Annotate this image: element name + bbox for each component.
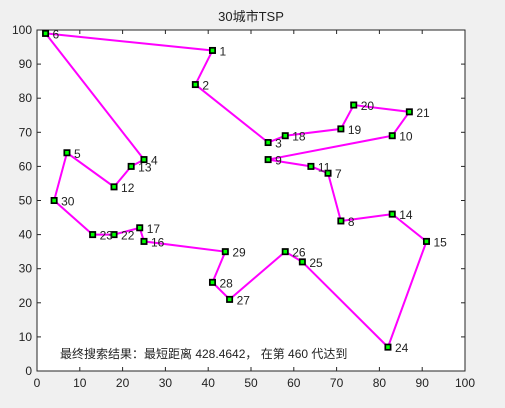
city-label: 20 [361,99,375,113]
x-tick-label: 80 [373,376,387,390]
y-tick-label: 50 [19,194,33,208]
city-label: 2 [202,79,209,93]
city-marker-core [339,219,343,223]
city-marker-core [52,198,56,203]
city-label: 8 [348,215,355,229]
city-marker-core [390,212,395,216]
x-tick-label: 30 [159,376,173,390]
city-label: 6 [53,27,60,41]
city-marker-core [137,225,142,230]
city-marker-core [65,150,69,155]
city-markers [42,29,430,351]
result-annotation: 最终搜索结果：最短距离 428.4642， 在第 460 代达到 [60,346,347,361]
city-marker-core [112,185,116,189]
city-marker-core [210,48,215,53]
city-label: 14 [399,208,413,222]
city-label: 29 [232,246,246,260]
city-marker-core [90,232,95,237]
y-tick-label: 30 [19,262,33,276]
city-label: 11 [318,160,331,174]
city-label: 26 [292,246,306,260]
x-tick-label: 40 [202,376,216,390]
city-label: 18 [292,130,306,144]
city-marker-core [43,31,48,36]
city-label: 17 [147,222,161,236]
city-label: 28 [219,276,233,290]
x-tick-label: 50 [244,376,258,390]
x-tick-label: 70 [330,376,344,390]
y-tick-label: 0 [25,364,32,378]
x-tick-label: 90 [416,376,430,390]
city-marker-core [386,345,390,349]
city-label: 16 [151,235,165,249]
city-marker-core [193,82,198,87]
city-marker-core [142,157,146,162]
city-marker-core [283,133,288,138]
x-tick-label: 10 [73,376,87,390]
y-tick-label: 90 [19,57,33,71]
y-tick-label: 10 [19,330,33,344]
x-tick-label: 20 [116,376,130,390]
city-label: 13 [138,160,152,174]
city-label: 4 [151,154,158,168]
city-label: 15 [433,235,447,249]
city-marker-core [326,171,330,176]
city-marker-core [129,164,133,169]
city-marker-core [210,280,215,285]
city-label: 3 [275,137,282,151]
x-tick-label: 100 [455,376,475,390]
city-marker-core [339,127,343,131]
y-tick-label: 80 [19,91,33,105]
city-label: 22 [121,229,135,243]
city-marker-core [283,249,288,254]
axis-ticks: 0 10 20 30 40 50 60 70 80 90 100 0 10 20 30 40 50 60 70 80 9… [12,23,475,390]
y-tick-label: 20 [19,296,33,310]
city-label: 1 [219,44,226,58]
city-label: 21 [416,106,430,120]
city-marker-core [351,103,356,107]
city-marker-core [112,232,116,237]
city-label: 27 [237,293,251,307]
y-tick-label: 60 [19,159,33,173]
y-tick-label: 40 [19,228,33,242]
city-label: 30 [61,195,75,209]
city-marker-core [424,239,429,244]
city-label: 25 [309,256,323,270]
city-label: 12 [121,181,135,195]
city-label: 7 [335,167,342,181]
city-marker-core [407,110,412,114]
city-marker-core [142,239,146,244]
city-label: 24 [395,341,409,355]
city-marker-core [266,157,270,162]
city-label: 19 [348,123,362,137]
city-label: 10 [399,130,413,144]
city-marker-core [309,164,313,169]
city-marker-core [266,140,270,145]
city-marker-core [390,133,395,138]
city-marker-core [300,260,305,264]
x-tick-label: 0 [34,376,41,390]
city-label: 9 [275,154,282,168]
plot-area [36,29,466,372]
y-tick-label: 70 [19,125,33,139]
city-label: 23 [100,229,114,243]
city-marker-core [223,249,228,254]
city-label: 5 [74,147,81,161]
x-tick-label: 60 [287,376,301,390]
city-marker-core [227,297,232,302]
y-tick-label: 100 [12,23,32,37]
chart-title: 30城市TSP [218,9,284,24]
